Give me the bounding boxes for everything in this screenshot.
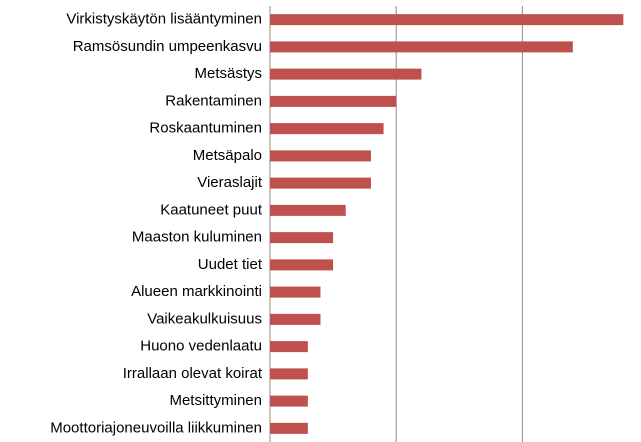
bar <box>270 123 384 135</box>
y-tick-label: Rakentaminen <box>165 92 262 109</box>
y-tick-label: Roskaantuminen <box>149 120 262 137</box>
y-tick-label: Virkistyskäytön lisääntyminen <box>66 11 262 28</box>
bar <box>270 177 371 189</box>
bar <box>270 68 422 80</box>
bar <box>270 368 308 380</box>
y-tick-label: Vaikeakulkuisuus <box>147 310 262 327</box>
bar <box>270 204 346 216</box>
bar <box>270 14 624 26</box>
y-tick-label: Uudet tiet <box>198 256 263 273</box>
bar <box>270 286 321 298</box>
bar <box>270 232 334 244</box>
y-tick-label: Maaston kuluminen <box>132 229 262 246</box>
bar <box>270 422 308 434</box>
y-tick-label: Vieraslajit <box>197 174 263 191</box>
bar <box>270 41 573 53</box>
bar <box>270 259 334 271</box>
y-tick-label: Alueen markkinointi <box>131 283 262 300</box>
y-tick-label: Moottoriajoneuvoilla liikkuminen <box>50 419 262 436</box>
y-tick-label: Kaatuneet puut <box>160 201 263 218</box>
y-tick-label: Metsittyminen <box>169 392 262 409</box>
y-tick-label: Irrallaan olevat koirat <box>123 365 263 382</box>
y-tick-label: Metsäpalo <box>193 147 262 164</box>
bar <box>270 150 371 162</box>
bar <box>270 341 308 353</box>
bar <box>270 95 397 107</box>
bar <box>270 313 321 325</box>
y-tick-label: Ramsösundin umpeenkasvu <box>73 38 262 55</box>
bar <box>270 395 308 407</box>
y-tick-label: Huono vedenlaatu <box>140 338 262 355</box>
y-tick-label: Metsästys <box>194 65 262 82</box>
